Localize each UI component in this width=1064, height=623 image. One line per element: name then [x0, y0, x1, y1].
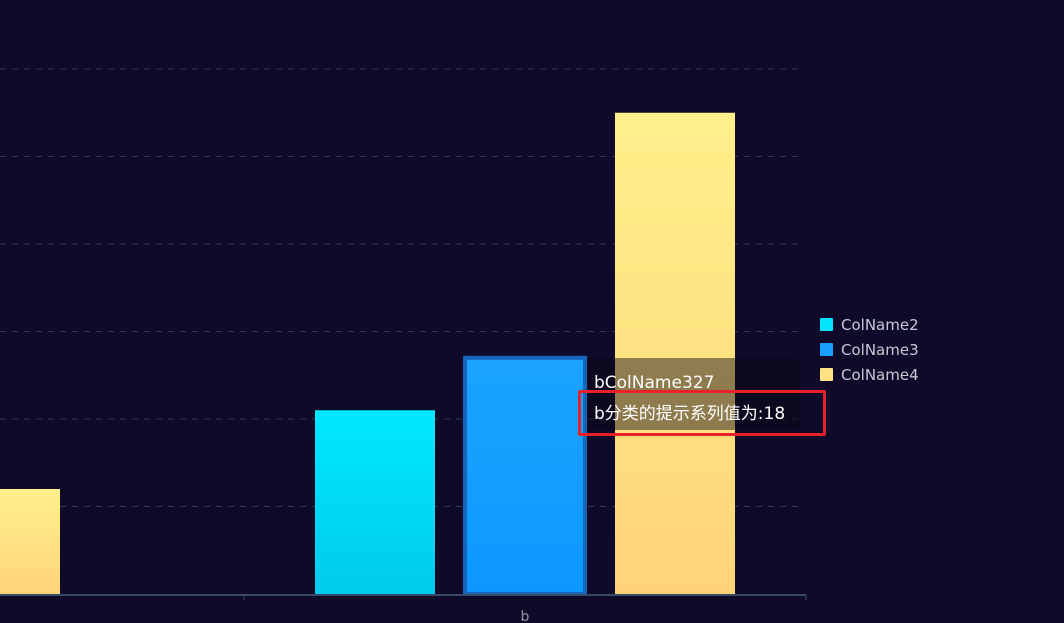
legend-item-colname3[interactable]: ColName3 — [820, 337, 919, 362]
bar-series — [0, 112, 735, 596]
legend-item-colname4[interactable]: ColName4 — [820, 362, 919, 387]
tooltip-title: bColName327 — [594, 373, 715, 393]
bar-b-colname2[interactable] — [315, 410, 435, 594]
x-tick-label-b: b — [521, 609, 530, 623]
legend: ColName2 ColName3 ColName4 — [820, 312, 919, 387]
x-axis: b — [0, 594, 807, 623]
legend-label-colname2: ColName2 — [841, 315, 919, 334]
tooltip-body: b分类的提示系列值为:18 — [594, 404, 786, 424]
legend-label-colname4: ColName4 — [841, 365, 919, 384]
bar-a-colname4[interactable] — [0, 489, 60, 594]
tooltip: bColName327 b分类的提示系列值为:18 — [588, 358, 800, 430]
highlight-annotation-box — [578, 390, 826, 436]
legend-swatch-colname2 — [820, 318, 833, 331]
legend-item-colname2[interactable]: ColName2 — [820, 312, 919, 337]
legend-label-colname3: ColName3 — [841, 340, 919, 359]
legend-swatch-colname4 — [820, 368, 833, 381]
bar-b-colname3[interactable] — [463, 355, 587, 596]
bar-b-colname4[interactable] — [615, 112, 735, 594]
legend-swatch-colname3 — [820, 343, 833, 356]
